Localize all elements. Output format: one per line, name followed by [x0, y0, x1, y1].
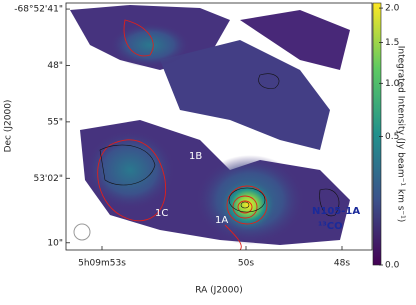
annotation: 1B: [189, 151, 202, 162]
y-tick-label: 55": [47, 117, 63, 127]
y-tick-label: 10": [47, 238, 63, 248]
annotation: ¹³CO: [318, 221, 343, 232]
y-tick-label: 48": [47, 61, 63, 71]
colorbar-tick-label: 0.0: [385, 261, 400, 271]
x-tick-label: 5h09m53s: [78, 259, 126, 269]
y-tick-label: 53'02": [33, 174, 63, 184]
annotation: 1C: [155, 208, 168, 219]
annotation: 1A: [215, 215, 228, 226]
colorbar-label: Integrated Intensity (Jy beam⁻¹ km s⁻¹): [396, 46, 406, 223]
colorbar-tick-label: 0.5: [385, 132, 399, 142]
y-axis-label: Dec (J2000): [4, 100, 14, 153]
x-tick-label: 50s: [238, 259, 254, 269]
plot-frame: [65, 2, 373, 251]
x-axis-label: RA (J2000): [195, 286, 243, 296]
colorbar-tick-label: 1.0: [385, 79, 400, 89]
x-tick-label: 48s: [334, 259, 350, 269]
intensity-map: [66, 3, 372, 250]
colorbar-tick-label: 1.5: [385, 38, 399, 48]
colorbar-tick-label: 2.0: [385, 4, 400, 14]
y-tick-label: -68°52'41": [14, 5, 63, 15]
colorbar: [372, 2, 382, 266]
annotation: N105-1A: [312, 206, 360, 217]
